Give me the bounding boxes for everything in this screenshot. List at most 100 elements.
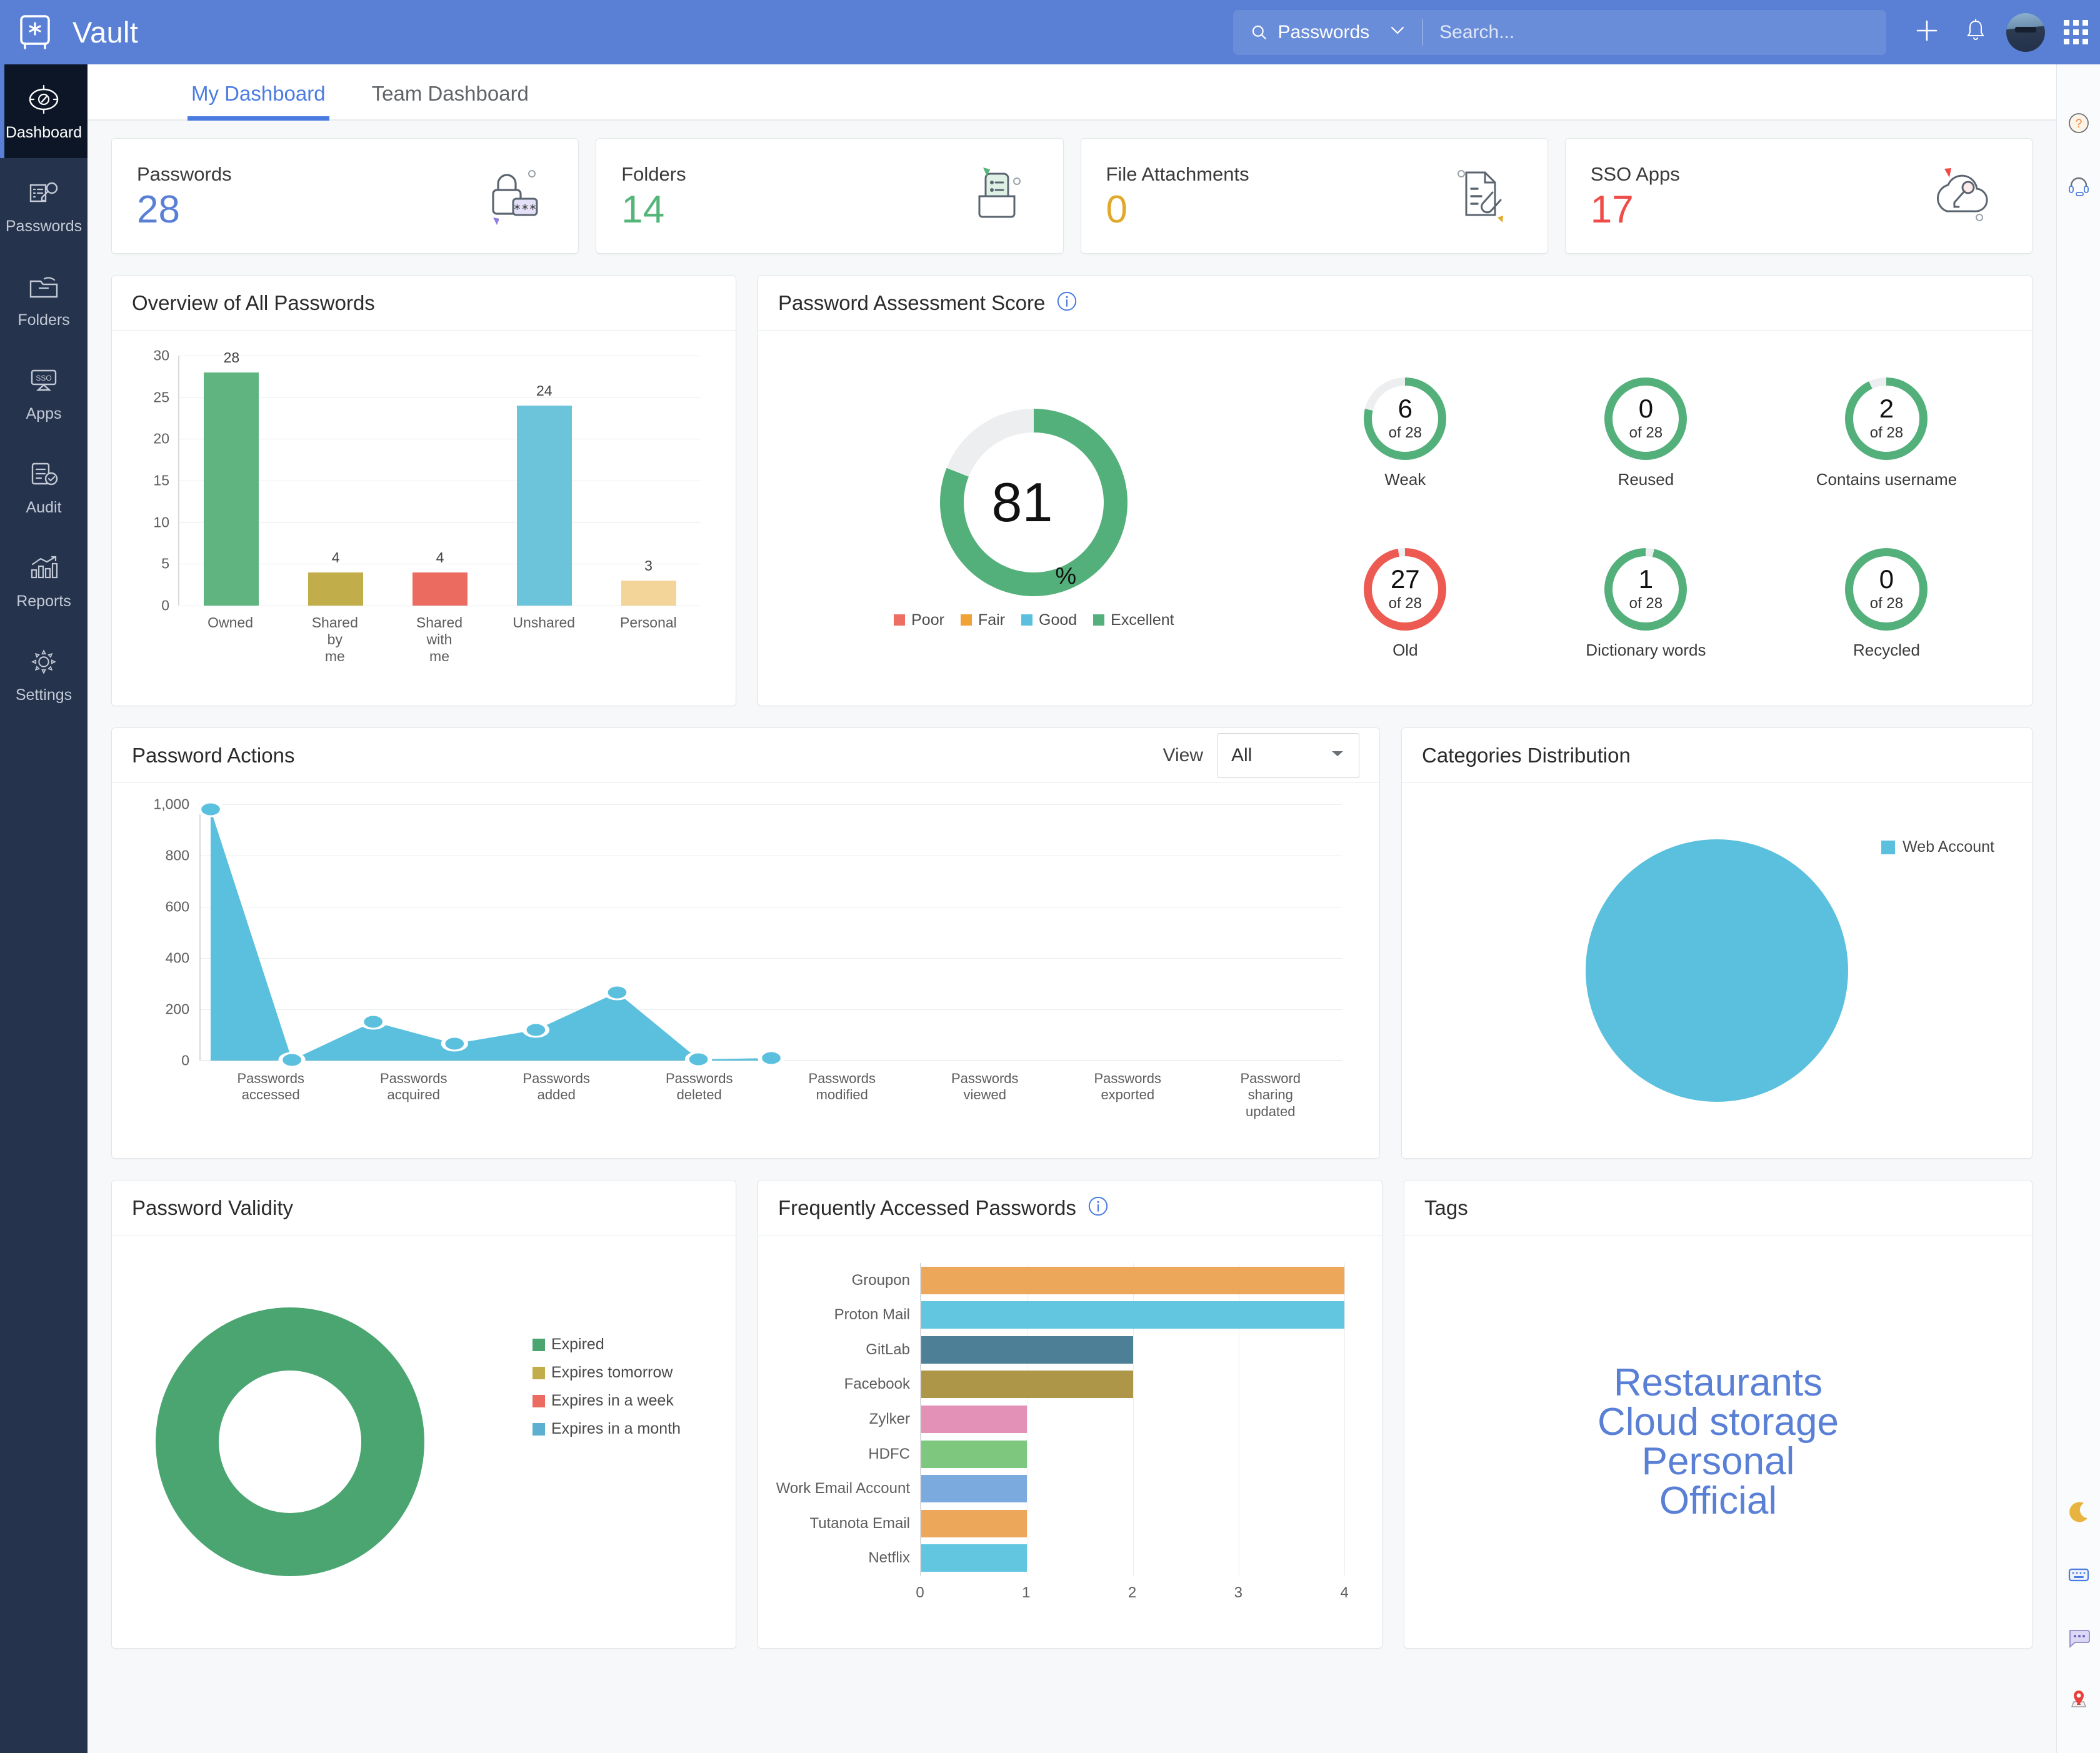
sidebar-item-folders[interactable]: Folders xyxy=(0,252,88,346)
legend-item[interactable]: Expired xyxy=(532,1336,681,1354)
metric-recycled[interactable]: 0 of 28 Recycled xyxy=(1766,519,2007,689)
vault-logo-icon xyxy=(19,14,54,51)
bar-column[interactable]: 24 xyxy=(492,356,596,606)
donut-slice-expired[interactable] xyxy=(156,1307,424,1576)
apps-grid-button[interactable] xyxy=(2051,8,2100,57)
bar-value-label: 3 xyxy=(644,557,652,574)
legend-item[interactable]: Expires in a month xyxy=(532,1420,681,1438)
chat-bubble-icon[interactable] xyxy=(2057,1606,2100,1668)
help-icon[interactable]: ? xyxy=(2057,92,2100,154)
sidebar-item-dashboard[interactable]: Dashboard xyxy=(0,64,88,158)
tag-item[interactable]: Official xyxy=(1659,1479,1778,1523)
notifications-button[interactable] xyxy=(1951,8,2000,57)
sidebar-item-audit[interactable]: Audit xyxy=(0,439,88,533)
hbar-row[interactable]: GitLab xyxy=(866,1336,1344,1364)
metric-old[interactable]: 27 of 28 Old xyxy=(1285,519,1526,689)
kpi-card-passwords[interactable]: Passwords 28 ∗∗∗ xyxy=(111,138,579,254)
card-title: Password Assessment Score xyxy=(778,291,1046,314)
search-scope-selector[interactable]: Passwords xyxy=(1233,10,1424,55)
user-avatar[interactable] xyxy=(2006,12,2045,52)
headset-support-icon[interactable] xyxy=(2057,154,2100,217)
bar-column[interactable]: 3 xyxy=(596,356,701,606)
folder-card-icon xyxy=(959,160,1034,232)
metric-label: Old xyxy=(1392,641,1418,659)
hbar-row[interactable]: Proton Mail xyxy=(834,1301,1344,1329)
legend-item[interactable]: Expires tomorrow xyxy=(532,1364,681,1382)
metric-contains-username[interactable]: 2 of 28 Contains username xyxy=(1766,348,2007,519)
hbar-label: Zylker xyxy=(869,1410,910,1427)
legend-swatch xyxy=(532,1338,545,1351)
kpi-value: 17 xyxy=(1590,187,1634,231)
x-tick-label: Passwords modified xyxy=(808,1071,876,1103)
tag-item[interactable]: Personal xyxy=(1641,1440,1795,1483)
kpi-card-file-attachments[interactable]: File Attachments 0 xyxy=(1080,138,1548,254)
legend-swatch xyxy=(894,614,906,626)
sidebar-item-passwords[interactable]: Passwords xyxy=(0,158,88,252)
main-content: My Dashboard Team Dashboard Passwords 28 xyxy=(88,64,2056,1753)
tab-team-dashboard[interactable]: Team Dashboard xyxy=(371,82,529,105)
metric-label: Reused xyxy=(1618,470,1674,489)
metric-value: 0 xyxy=(1638,394,1654,423)
bar-chart-x-labels: Owned Shared by me Shared with me Unshared P… xyxy=(178,614,701,665)
keyboard-icon[interactable] xyxy=(2057,1543,2100,1606)
y-tick: 20 xyxy=(153,430,169,447)
top-bar-actions xyxy=(1902,8,2100,57)
hbar-row[interactable]: Tutanota Email xyxy=(809,1509,1344,1537)
tab-my-dashboard[interactable]: My Dashboard xyxy=(188,82,329,121)
lock-asterisk-icon: ∗∗∗ xyxy=(474,160,549,232)
sidebar-item-reports[interactable]: Reports xyxy=(0,533,88,627)
chevron-down-icon xyxy=(1391,26,1404,38)
kpi-value: 14 xyxy=(621,187,665,231)
x-tick: 2 xyxy=(1128,1584,1137,1601)
kpi-card-folders[interactable]: Folders 14 xyxy=(596,138,1064,254)
right-rail: ? xyxy=(2056,64,2100,1753)
bar-chart-gridlines: 30 25 20 15 10 5 0 xyxy=(153,347,701,614)
hbar-row[interactable]: Netflix xyxy=(868,1544,1344,1572)
hbar-label: HDFC xyxy=(868,1445,910,1462)
legend-item[interactable]: Expires in a week xyxy=(532,1392,681,1410)
sidebar-item-settings[interactable]: Settings xyxy=(0,627,88,721)
metric-value: 27 xyxy=(1390,564,1420,594)
legend-item[interactable]: Fair xyxy=(960,611,1005,629)
metric-reused[interactable]: 0 of 28 Reused xyxy=(1526,348,1766,519)
y-tick: 200 xyxy=(165,1001,189,1017)
kpi-card-sso-apps[interactable]: SSO Apps 17 xyxy=(1564,138,2032,254)
svg-text:∗∗∗: ∗∗∗ xyxy=(513,202,537,212)
legend-item[interactable]: Excellent xyxy=(1093,611,1174,629)
metric-total: of 28 xyxy=(1629,424,1663,441)
x-tick: 0 xyxy=(916,1584,924,1601)
hbar-row[interactable]: Facebook xyxy=(844,1371,1344,1399)
info-icon[interactable] xyxy=(1056,291,1078,315)
bar-column[interactable]: 28 xyxy=(179,349,284,606)
sidebar-item-apps[interactable]: SSO Apps xyxy=(0,346,88,439)
add-button[interactable] xyxy=(1902,8,1951,57)
assessment-gauge-wrap: 81 % Poor xyxy=(783,348,1285,689)
bar-column[interactable]: 4 xyxy=(388,356,492,606)
tag-item[interactable]: Restaurants xyxy=(1613,1361,1823,1404)
tag-item[interactable]: Cloud storage xyxy=(1597,1400,1839,1444)
metric-total: of 28 xyxy=(1869,424,1904,441)
pie-slice-web-account[interactable] xyxy=(1586,839,1848,1102)
view-select[interactable]: All xyxy=(1217,732,1359,778)
hbar-row[interactable]: Work Email Account xyxy=(776,1475,1344,1503)
search-bar[interactable]: Passwords xyxy=(1233,9,1886,55)
metric-weak[interactable]: 6 of 28 Weak xyxy=(1285,348,1526,519)
hbar-row[interactable]: HDFC xyxy=(868,1440,1344,1468)
hbar-row[interactable]: Groupon xyxy=(852,1266,1344,1294)
hbar-label: GitLab xyxy=(866,1341,910,1358)
dark-mode-moon-icon[interactable] xyxy=(2057,1481,2100,1543)
info-icon[interactable] xyxy=(1088,1196,1109,1220)
x-tick-label: Shared by me xyxy=(311,614,358,665)
legend-item[interactable]: Good xyxy=(1021,611,1077,629)
bar-column[interactable]: 4 xyxy=(284,356,388,606)
hbar-row[interactable]: Zylker xyxy=(869,1405,1344,1433)
sidebar-item-label: Apps xyxy=(26,404,62,422)
location-pin-icon[interactable] xyxy=(2057,1668,2100,1731)
assessment-gauge: 81 % xyxy=(940,408,1128,596)
metric-dictionary-words[interactable]: 1 of 28 Dictionary words xyxy=(1526,519,1766,689)
search-input[interactable] xyxy=(1423,9,1886,55)
kpi-row: Passwords 28 ∗∗∗ xyxy=(111,138,2032,254)
x-tick-label: Password sharing updated xyxy=(1240,1071,1301,1119)
legend-item[interactable]: Poor xyxy=(894,611,944,629)
top-bar: Vault Passwords xyxy=(0,0,2100,64)
